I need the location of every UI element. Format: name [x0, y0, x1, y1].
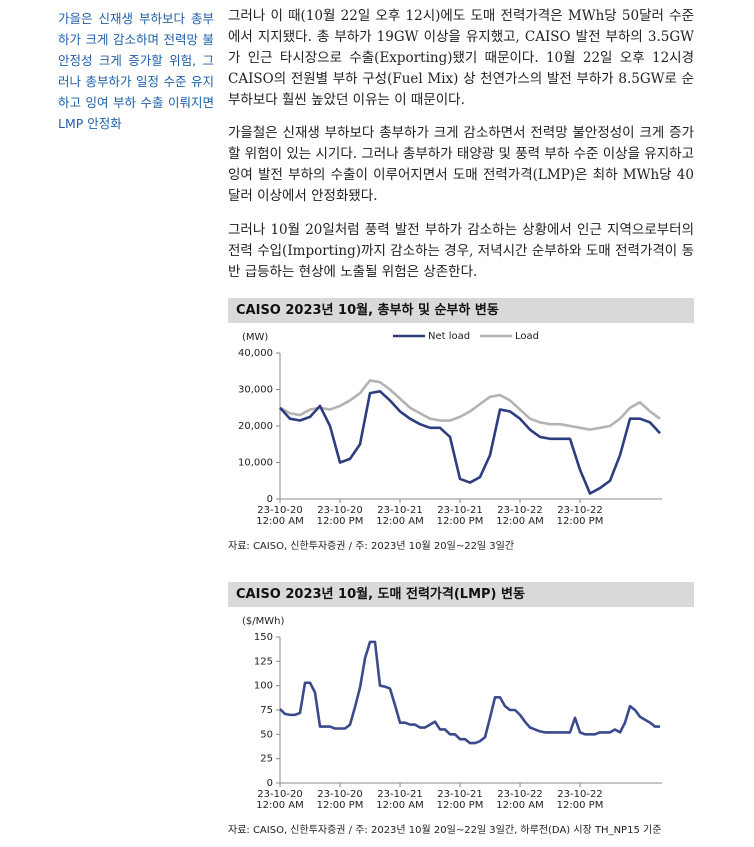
series-line	[279, 379, 661, 431]
chart: CAISO 2023년 10월, 총부하 및 순부하 변동 (MW) 0 10,000…	[228, 298, 694, 553]
y-tick-label: 125	[254, 656, 273, 667]
x-tick-label: 23-10-21 12:00 AM	[376, 505, 424, 527]
y-tick-label: 150	[254, 632, 273, 643]
legend-label: Load	[515, 331, 539, 342]
x-tick-label: 23-10-21 12:00 PM	[436, 505, 484, 527]
y-tick-label: 25	[260, 754, 273, 765]
y-tick-label: 0	[267, 778, 273, 789]
sidebar-note: 가을은 신재생 부하보다 총부하가 크게 감소하며 전력망 불안정성 크게 증가…	[58, 11, 214, 131]
y-tick-label: 30,000	[238, 385, 273, 396]
legend-label: Net load	[428, 331, 470, 342]
paragraph: 그러나 10월 20일처럼 풍력 발전 부하가 감소하는 상황에서 인근 지역으…	[228, 222, 694, 280]
y-tick-label: 50	[260, 729, 273, 740]
y-tick-label: 20,000	[238, 421, 273, 432]
x-tick-label: 23-10-22 12:00 PM	[556, 505, 604, 527]
y-axis-unit: ($/MWh)	[242, 616, 284, 627]
x-tick-label: 23-10-20 12:00 AM	[256, 789, 304, 811]
x-tick-label: 23-10-20 12:00 AM	[256, 505, 304, 527]
x-tick-label: 23-10-20 12:00 PM	[316, 789, 364, 811]
chart: CAISO 2023년 10월, 도매 전력가격(LMP) 변동 ($/MWh) 0…	[228, 582, 694, 837]
plot: (MW) 0 10,000 20,000 30,000 40,000 Net load Loa…	[238, 331, 662, 505]
series-line	[279, 390, 661, 495]
source-note: 자료: CAISO, 신한투자증권 / 주: 2023년 10월 20일~22일…	[228, 541, 515, 552]
source-note: 자료: CAISO, 신한투자증권 / 주: 2023년 10월 20일~22일…	[228, 825, 662, 836]
series-line	[279, 640, 660, 745]
y-tick-label: 10,000	[238, 458, 273, 469]
y-tick-label: 0	[267, 494, 273, 505]
y-tick-label: 40,000	[238, 348, 273, 359]
paragraph: 가을철은 신재생 부하보다 총부하가 크게 감소하면서 전력망 불안정성이 크게…	[228, 125, 694, 204]
plot: ($/MWh) 0 25 50 75 100 125 150	[242, 616, 662, 789]
x-tick-label: 23-10-22 12:00 AM	[496, 505, 544, 527]
x-tick-label: 23-10-21 12:00 PM	[436, 789, 484, 811]
y-tick-label: 75	[260, 705, 273, 716]
x-tick-label: 23-10-21 12:00 AM	[376, 789, 424, 811]
x-tick-label: 23-10-22 12:00 PM	[556, 789, 604, 811]
paragraph: 그러나 이 때(10월 22일 오후 12시)에도 도매 전력가격은 MWh당 …	[228, 8, 694, 108]
chart-title: CAISO 2023년 10월, 도매 전력가격(LMP) 변동	[228, 582, 694, 607]
x-tick-label: 23-10-20 12:00 PM	[316, 505, 364, 527]
y-axis-unit: (MW)	[242, 332, 268, 343]
chart-title: CAISO 2023년 10월, 총부하 및 순부하 변동	[228, 298, 694, 323]
y-tick-label: 100	[254, 681, 273, 692]
x-tick-label: 23-10-22 12:00 AM	[496, 789, 544, 811]
